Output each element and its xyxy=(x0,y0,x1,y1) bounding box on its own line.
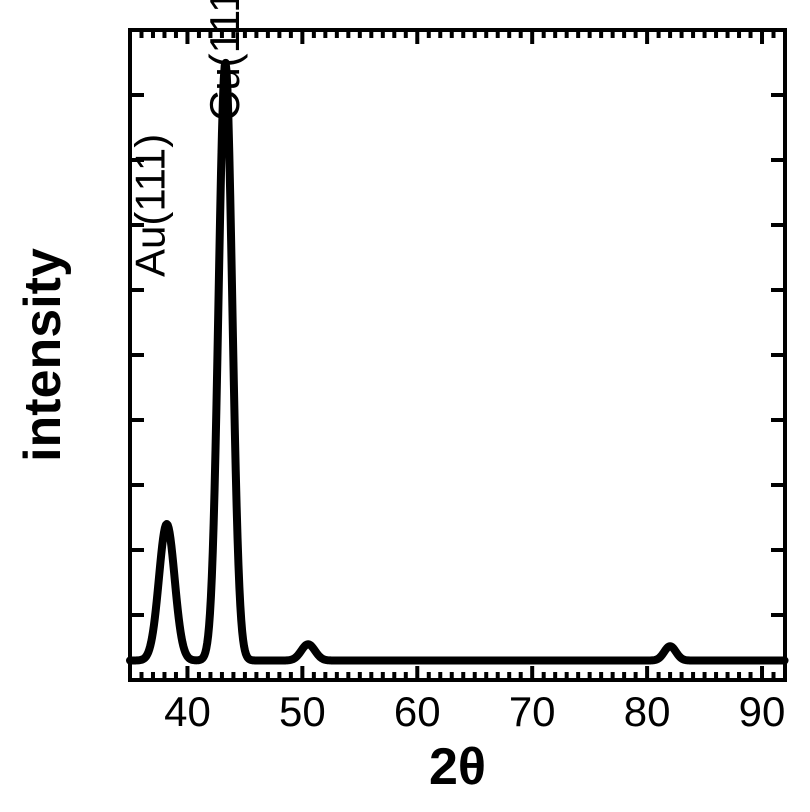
x-tick-label: 80 xyxy=(624,688,671,735)
y-axis-label: intensity xyxy=(14,248,72,462)
x-tick-label: 40 xyxy=(164,688,211,735)
peak-label: Au(111) xyxy=(126,134,173,277)
x-tick-labels: 40 50 60 70 80 90 xyxy=(164,688,785,735)
peak-label: Cu(111) xyxy=(201,0,248,121)
x-tick-label: 90 xyxy=(739,688,786,735)
chart-svg: 40 50 60 70 80 90 2θ intensity Au(111) Cu(111) xyxy=(0,0,810,812)
xrd-chart: 40 50 60 70 80 90 2θ intensity Au(111) Cu(111) xyxy=(0,0,810,812)
x-tick-label: 60 xyxy=(394,688,441,735)
x-axis-label: 2θ xyxy=(429,738,486,796)
x-tick-label: 70 xyxy=(509,688,556,735)
x-tick-label: 50 xyxy=(279,688,326,735)
data-line xyxy=(130,63,785,661)
x-ticks-major xyxy=(187,30,762,680)
